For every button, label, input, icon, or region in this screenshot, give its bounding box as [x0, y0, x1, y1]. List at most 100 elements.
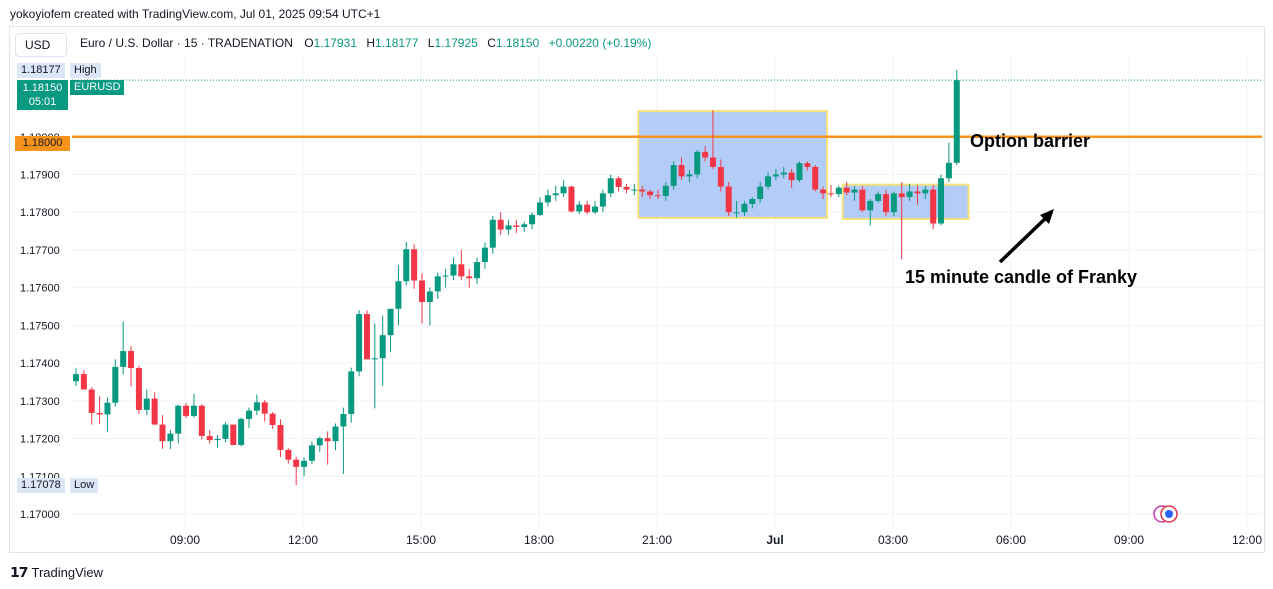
candle-body — [694, 151, 701, 175]
candle-body — [827, 193, 834, 195]
candle-body — [481, 247, 488, 263]
y-tick-label: 1.17900 — [20, 169, 60, 181]
y-tick-label: 1.17200 — [20, 434, 60, 446]
candle-body — [73, 374, 79, 382]
candle-body — [631, 189, 638, 191]
candle-body — [222, 424, 229, 439]
candle-body — [788, 172, 795, 181]
candle-body — [356, 314, 363, 372]
high-tag-label: High — [70, 63, 101, 78]
candle-body — [702, 151, 709, 158]
tradingview-logo[interactable]: 𝟭𝟳 TradingView — [10, 564, 103, 581]
candle-body — [812, 166, 819, 190]
current-price-tag: 1.18150 05:01 — [17, 80, 68, 110]
open-value: 1.17931 — [313, 36, 358, 50]
candle-body — [835, 187, 842, 195]
candle-body — [277, 424, 284, 450]
candle-body — [246, 410, 253, 419]
candle-body — [938, 178, 945, 224]
candle-body — [450, 264, 457, 276]
candle-body — [190, 405, 197, 416]
candle-body — [536, 202, 543, 215]
candle-body — [135, 368, 142, 410]
candle-body — [363, 314, 370, 360]
currency-button[interactable]: USD — [15, 33, 67, 57]
candle-body — [639, 189, 646, 192]
candle-body — [898, 193, 905, 198]
candle-body — [426, 291, 433, 302]
close-label: C — [487, 36, 496, 50]
candle-body — [765, 176, 772, 187]
candle-countdown: 05:01 — [28, 96, 57, 108]
symbol-title: Euro / U.S. Dollar · 15 · TRADENATION — [80, 36, 293, 50]
candle-body — [670, 165, 677, 186]
candle-body — [521, 224, 528, 227]
candle-body — [332, 426, 339, 442]
candle-body — [96, 412, 103, 415]
range-box-overnight — [637, 110, 829, 219]
candle-body — [419, 280, 426, 302]
candle-body — [387, 308, 394, 336]
change-value: +0.00220 (+0.19%) — [548, 36, 652, 50]
candle-body — [576, 204, 583, 212]
candle-body — [151, 398, 158, 425]
candle-body — [592, 206, 599, 213]
x-tick-label: 12:00 — [1232, 533, 1262, 547]
candle-body — [238, 418, 245, 445]
y-tick-label: 1.17800 — [20, 207, 60, 219]
candle-body — [474, 262, 481, 279]
candle-body — [820, 189, 827, 194]
candle-body — [293, 459, 300, 467]
x-tick-label: 12:00 — [288, 533, 318, 547]
candle-body — [379, 335, 386, 359]
y-tick-label: 1.17500 — [20, 320, 60, 332]
x-tick-label: 09:00 — [1114, 533, 1144, 547]
candle-body — [466, 276, 473, 279]
candle-body — [804, 163, 811, 167]
y-tick-label: 1.17700 — [20, 245, 60, 257]
candle-body — [175, 405, 182, 434]
low-value: 1.17925 — [434, 36, 478, 50]
candle-body — [505, 225, 512, 230]
candle-body — [269, 413, 276, 425]
candle-body — [128, 351, 135, 369]
candle-body — [851, 189, 858, 193]
candle-body — [843, 187, 850, 193]
candle-body — [261, 402, 268, 414]
candle-body — [686, 174, 693, 177]
candle-body — [749, 199, 756, 204]
candle-body — [647, 191, 654, 196]
candle-body — [867, 200, 874, 211]
chart-credit: yokoyiofem created with TradingView.com,… — [10, 7, 381, 21]
candle-body — [757, 186, 764, 200]
chart-frame — [9, 26, 1265, 553]
y-tick-label: 1.17400 — [20, 358, 60, 370]
candle-body — [301, 460, 308, 467]
candle-body — [253, 402, 260, 411]
candle-body — [741, 203, 748, 213]
candle-body — [513, 225, 520, 227]
candle-body — [371, 358, 378, 360]
candle-body — [662, 185, 669, 196]
x-tick-label: 15:00 — [406, 533, 436, 547]
candle-body — [607, 178, 614, 194]
candle-body — [143, 398, 150, 410]
event-flag-icon — [1165, 510, 1173, 518]
high-value: 1.18177 — [375, 36, 419, 50]
low-label: L — [427, 36, 435, 50]
open-label: O — [304, 36, 314, 50]
candle-body — [120, 351, 127, 367]
candle-body — [623, 186, 630, 190]
candle-body — [285, 449, 292, 460]
y-tick-label: 1.17000 — [20, 509, 60, 521]
candle-body — [914, 191, 921, 194]
candle-body — [529, 214, 536, 225]
x-tick-label: 09:00 — [170, 533, 200, 547]
x-tick-label: 03:00 — [878, 533, 908, 547]
candle-body — [922, 189, 929, 194]
symbol-legend: Euro / U.S. Dollar · 15 · TRADENATION O1… — [80, 36, 657, 50]
candle-body — [104, 402, 111, 415]
candle-body — [206, 435, 213, 441]
barrier-price-tag: 1.18000 — [15, 136, 70, 151]
